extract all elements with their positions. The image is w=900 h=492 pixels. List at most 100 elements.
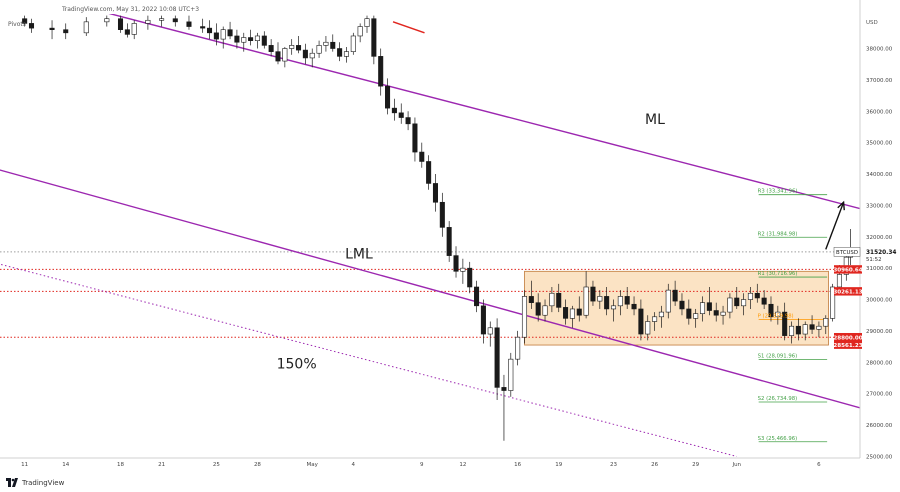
candle xyxy=(391,98,397,121)
candle xyxy=(282,46,288,68)
candle xyxy=(453,246,459,278)
candle xyxy=(816,321,822,338)
candle-body xyxy=(104,18,110,23)
candle xyxy=(658,305,664,328)
candle xyxy=(508,352,514,397)
candle xyxy=(569,305,575,328)
candle xyxy=(480,299,486,344)
candle xyxy=(124,23,130,38)
candle xyxy=(439,192,445,237)
candle-body xyxy=(343,51,349,57)
candle xyxy=(487,321,493,347)
y-axis-tick-label: 33000.00 xyxy=(866,203,893,209)
candle-body xyxy=(323,41,329,46)
candle-body xyxy=(631,303,637,310)
candle xyxy=(556,283,562,313)
candle xyxy=(494,318,500,400)
candle xyxy=(200,18,206,33)
candle xyxy=(638,299,644,341)
candle-body xyxy=(713,310,719,316)
candle xyxy=(289,39,295,55)
candle xyxy=(830,283,836,322)
trendline-150pct xyxy=(0,263,737,457)
candle xyxy=(549,286,555,313)
price-label: 28561.23 xyxy=(833,343,862,349)
candle xyxy=(460,258,466,284)
candle-body xyxy=(747,292,753,300)
candle-body xyxy=(761,297,767,305)
candle-body xyxy=(289,45,295,49)
projection-arrow-line xyxy=(825,202,845,250)
candle xyxy=(693,308,699,328)
candle-body xyxy=(234,35,240,43)
brand-footer[interactable]: TradingView xyxy=(6,478,64,487)
candle-body xyxy=(220,29,226,40)
candle xyxy=(63,23,69,40)
annotation-lml: LML xyxy=(345,247,373,263)
candle xyxy=(847,228,853,266)
candle-body xyxy=(124,29,130,35)
last-price-bg xyxy=(861,247,891,264)
candle xyxy=(275,42,281,65)
candle xyxy=(583,271,589,319)
candle xyxy=(357,23,363,43)
pivot-label: R3 (33,341.96) xyxy=(758,189,798,195)
candle xyxy=(686,299,692,325)
candle xyxy=(474,280,480,313)
candle-body xyxy=(364,18,370,27)
candle-body xyxy=(28,23,35,29)
candle xyxy=(405,111,411,131)
candle xyxy=(145,15,151,30)
candle-body xyxy=(467,267,473,288)
y-axis-tick-label: 30000.00 xyxy=(866,298,893,304)
indicator-label[interactable]: Pivots xyxy=(8,21,26,28)
candle xyxy=(645,315,651,341)
candle xyxy=(398,103,404,124)
candle xyxy=(302,43,308,65)
candle xyxy=(412,117,418,162)
candle xyxy=(617,290,623,316)
candle-body xyxy=(597,296,603,302)
candle xyxy=(350,32,356,55)
candle xyxy=(727,293,733,319)
price-label-bg xyxy=(834,340,862,349)
candle-body xyxy=(693,313,699,319)
candle xyxy=(802,321,808,341)
candle xyxy=(248,29,254,46)
candle-body xyxy=(282,48,288,62)
candle xyxy=(665,283,671,319)
candle xyxy=(234,29,240,49)
candle xyxy=(754,283,760,303)
candle-body xyxy=(131,23,137,35)
candle-body xyxy=(330,41,336,49)
candle xyxy=(186,15,192,30)
candle xyxy=(241,32,247,52)
pivot-label: S1 (28,091.96) xyxy=(758,353,798,359)
candle xyxy=(699,296,706,322)
candle xyxy=(371,15,377,65)
candle xyxy=(597,290,603,309)
x-axis-tick-label: 28 xyxy=(254,462,261,468)
price-label-bg xyxy=(834,287,862,296)
candle-body xyxy=(419,151,425,162)
candle-body xyxy=(569,308,575,319)
annotation-150pct: 150% xyxy=(277,357,317,373)
candle-body xyxy=(474,286,480,307)
y-axis-tick-label: 31000.00 xyxy=(866,266,893,272)
y-axis-tick-label: 35000.00 xyxy=(866,141,893,147)
candle-body xyxy=(741,299,747,307)
candle-body xyxy=(186,21,192,27)
y-axis-tick-label: 34000.00 xyxy=(866,172,893,178)
candle xyxy=(720,305,726,325)
x-axis-tick-label: 26 xyxy=(651,462,658,468)
x-axis-tick-label: 29 xyxy=(692,462,699,468)
candle xyxy=(309,48,315,68)
candle-body xyxy=(768,303,774,318)
y-axis-tick-label: 26000.00 xyxy=(866,423,893,429)
candle xyxy=(426,155,432,190)
candle xyxy=(501,374,507,441)
candle xyxy=(515,330,521,366)
candle-body xyxy=(658,311,664,318)
candle-body xyxy=(679,300,685,310)
